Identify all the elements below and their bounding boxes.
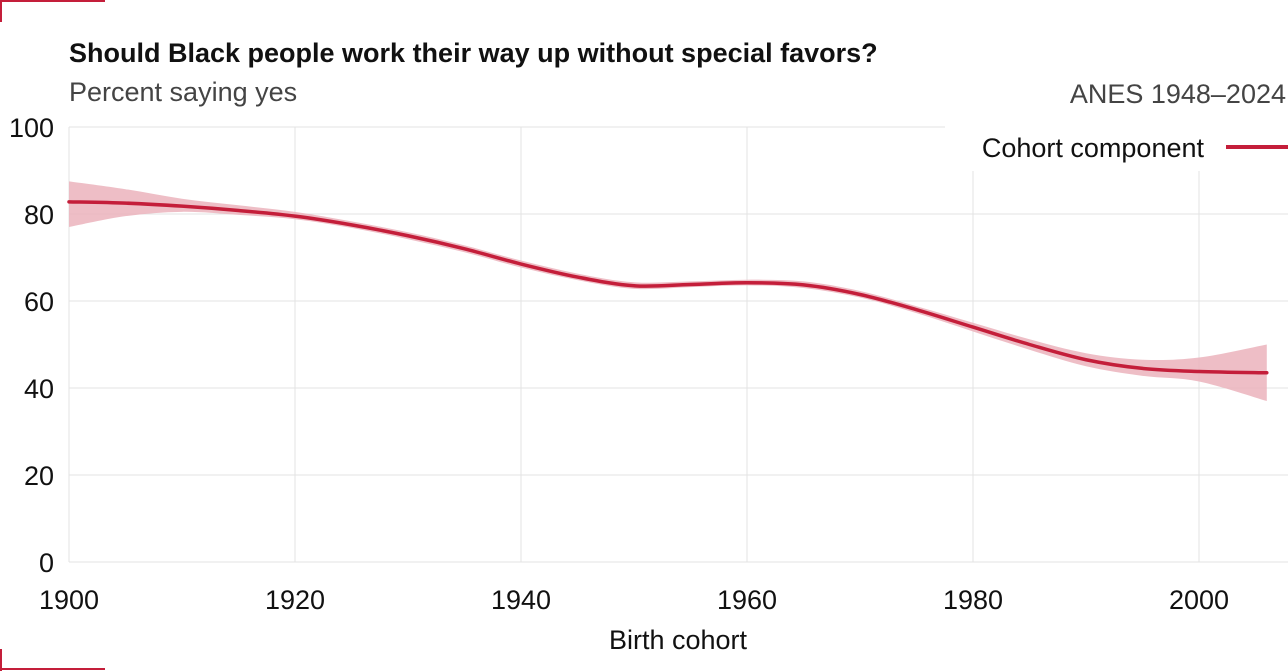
legend: Cohort component xyxy=(945,125,1288,171)
x-tick-labels: 1900 1920 1940 1960 1980 2000 xyxy=(39,585,1229,615)
x-axis-title: Birth cohort xyxy=(609,625,748,655)
gridlines xyxy=(68,126,1288,563)
y-tick-label-60: 60 xyxy=(24,287,54,317)
legend-label: Cohort component xyxy=(982,133,1205,163)
y-tick-label-40: 40 xyxy=(24,374,54,404)
corner-mark-bottom-left xyxy=(0,649,105,671)
y-tick-label-20: 20 xyxy=(24,461,54,491)
series-line-0 xyxy=(67,200,1269,375)
chart-subtitle: Percent saying yes xyxy=(69,77,297,107)
confidence-band-0 xyxy=(69,181,1267,402)
confidence-bands xyxy=(69,181,1267,402)
y-tick-label-100: 100 xyxy=(9,113,54,143)
x-tick-label-1900: 1900 xyxy=(39,585,99,615)
y-tick-labels: 0 20 40 60 80 100 xyxy=(9,113,54,578)
x-tick-label-1960: 1960 xyxy=(717,585,777,615)
x-tick-label-1920: 1920 xyxy=(265,585,325,615)
y-tick-label-80: 80 xyxy=(24,200,54,230)
series-lines xyxy=(67,200,1269,375)
x-tick-label-1980: 1980 xyxy=(943,585,1003,615)
x-tick-label-1940: 1940 xyxy=(491,585,551,615)
chart-title: Should Black people work their way up wi… xyxy=(69,38,878,68)
y-tick-label-0: 0 xyxy=(39,548,54,578)
source-note: ANES 1948–2024 xyxy=(1070,79,1286,109)
corner-mark-top-left xyxy=(0,0,105,22)
x-tick-label-2000: 2000 xyxy=(1169,585,1229,615)
